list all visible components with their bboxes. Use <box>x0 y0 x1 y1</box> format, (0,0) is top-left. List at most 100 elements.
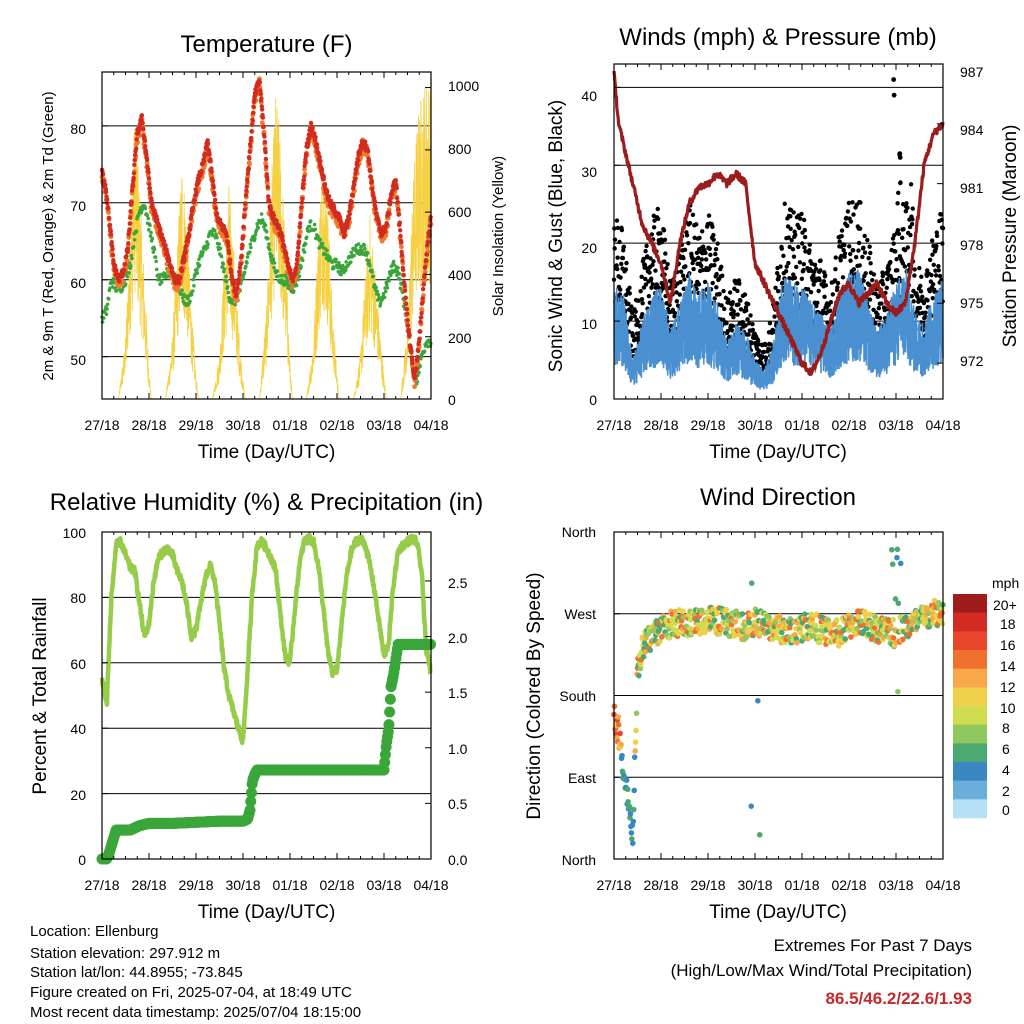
legend-swatch <box>953 799 987 819</box>
gust-point <box>814 303 819 309</box>
dewpoint-point <box>105 302 110 307</box>
temp2m-point <box>366 158 372 163</box>
gust-point <box>801 217 807 223</box>
gust-point <box>876 293 882 299</box>
gust-point <box>889 276 895 282</box>
dewpoint-point <box>195 271 200 275</box>
gust-point <box>714 271 719 277</box>
gust-point <box>629 304 634 309</box>
humidity-ytick-labels-right: 0.0 0.5 1.0 1.5 2.0 2.5 <box>448 575 468 868</box>
station-info: Location: Ellenburg Station elevation: 2… <box>30 923 361 1021</box>
temp2m-point <box>211 185 216 190</box>
dewpoint-point <box>157 275 162 280</box>
direction-point <box>805 623 811 630</box>
direction-ytick-labels: North East South West North <box>559 524 596 868</box>
temp2m-point <box>299 205 304 210</box>
legend-swatch <box>953 780 987 800</box>
gust-point <box>692 257 698 262</box>
temp2m-point <box>108 228 113 234</box>
temp2m-point <box>176 281 182 286</box>
gust-point <box>861 278 866 284</box>
precip-ytick-05: 0.5 <box>448 796 468 812</box>
wind-xtick-0: 27/18 <box>596 417 631 433</box>
gust-point <box>678 279 683 285</box>
gust-point <box>655 216 661 221</box>
temp2m-point <box>386 210 392 215</box>
gust-point <box>891 92 897 98</box>
gust-point <box>702 279 708 285</box>
gust-point <box>823 273 828 278</box>
temp2m-point <box>424 252 430 257</box>
gust-point <box>620 255 626 261</box>
temp2m-point <box>226 251 232 256</box>
direction-point <box>886 618 892 624</box>
gust-point <box>706 213 712 218</box>
gust-point <box>782 201 787 206</box>
dewpoint-point <box>255 221 259 226</box>
temp2m-point <box>398 233 403 239</box>
legend-swatch <box>953 762 987 781</box>
temp2m-point <box>416 348 421 354</box>
temp2m-point <box>146 170 151 175</box>
temp2m-point <box>245 179 250 184</box>
dewpoint-point <box>391 259 396 264</box>
temp2m-point <box>114 268 119 273</box>
gust-point <box>672 310 678 316</box>
dewpoint-point <box>388 273 393 278</box>
temp2m-point <box>158 226 163 232</box>
direction-point <box>889 561 896 567</box>
temp-xtick-0: 27/18 <box>84 417 119 433</box>
direction-point <box>842 636 849 642</box>
gust-point <box>903 209 909 214</box>
legend-label-12: 12 <box>1000 679 1016 695</box>
legend-swatches <box>953 594 987 819</box>
gust-point <box>840 275 846 280</box>
temp2m-point <box>393 178 398 184</box>
gust-point <box>612 246 617 251</box>
gust-point <box>731 312 737 317</box>
gust-point <box>790 247 796 252</box>
gust-point <box>835 280 841 286</box>
temp2m-point <box>146 176 152 181</box>
gust-point <box>759 360 764 366</box>
temp2m-point <box>212 192 217 197</box>
extremes-box: Extremes For Past 7 Days (High/Low/Max W… <box>671 936 972 1008</box>
gust-point <box>905 205 910 210</box>
gust-point <box>839 253 844 259</box>
gust-point <box>851 212 856 217</box>
dewpoint-point <box>352 253 356 258</box>
gust-point <box>687 220 693 226</box>
solar-ytick-600: 600 <box>448 204 472 220</box>
gust-point <box>891 241 896 246</box>
gust-point <box>649 285 654 290</box>
figure-created: Figure created on Fri, 2025-07-04, at 18… <box>30 984 352 1001</box>
dewpoint-point <box>300 258 305 263</box>
gust-point <box>614 263 619 268</box>
winds-plot <box>611 63 946 400</box>
temp2m-point <box>415 354 420 360</box>
gust-point <box>756 342 761 347</box>
pressure-line <box>612 70 945 377</box>
temp2m-point <box>418 319 423 325</box>
dewpoint-point <box>242 270 247 275</box>
temp2m-point <box>226 243 231 249</box>
gust-point <box>725 328 731 334</box>
gust-point <box>858 200 863 205</box>
gust-point <box>640 300 645 306</box>
temp2m-point <box>108 232 114 237</box>
temp2m-point <box>397 228 403 233</box>
dewpoint-point <box>230 301 235 306</box>
direction-point <box>647 647 653 654</box>
gust-point <box>802 227 808 233</box>
temp2m-point <box>182 256 187 261</box>
gust-point <box>719 303 724 308</box>
gust-point <box>884 285 889 290</box>
winds-panel: Winds (mph) & Pressure (mb) Sonic Wind &… <box>546 24 1021 463</box>
temp2m-point <box>103 182 108 187</box>
dewpoint-point <box>339 272 343 277</box>
gust-point <box>746 301 751 307</box>
temp2m-point <box>196 178 202 183</box>
temp2m-point <box>179 268 185 273</box>
gust-point <box>910 217 915 222</box>
dewpoint-point <box>385 282 389 287</box>
